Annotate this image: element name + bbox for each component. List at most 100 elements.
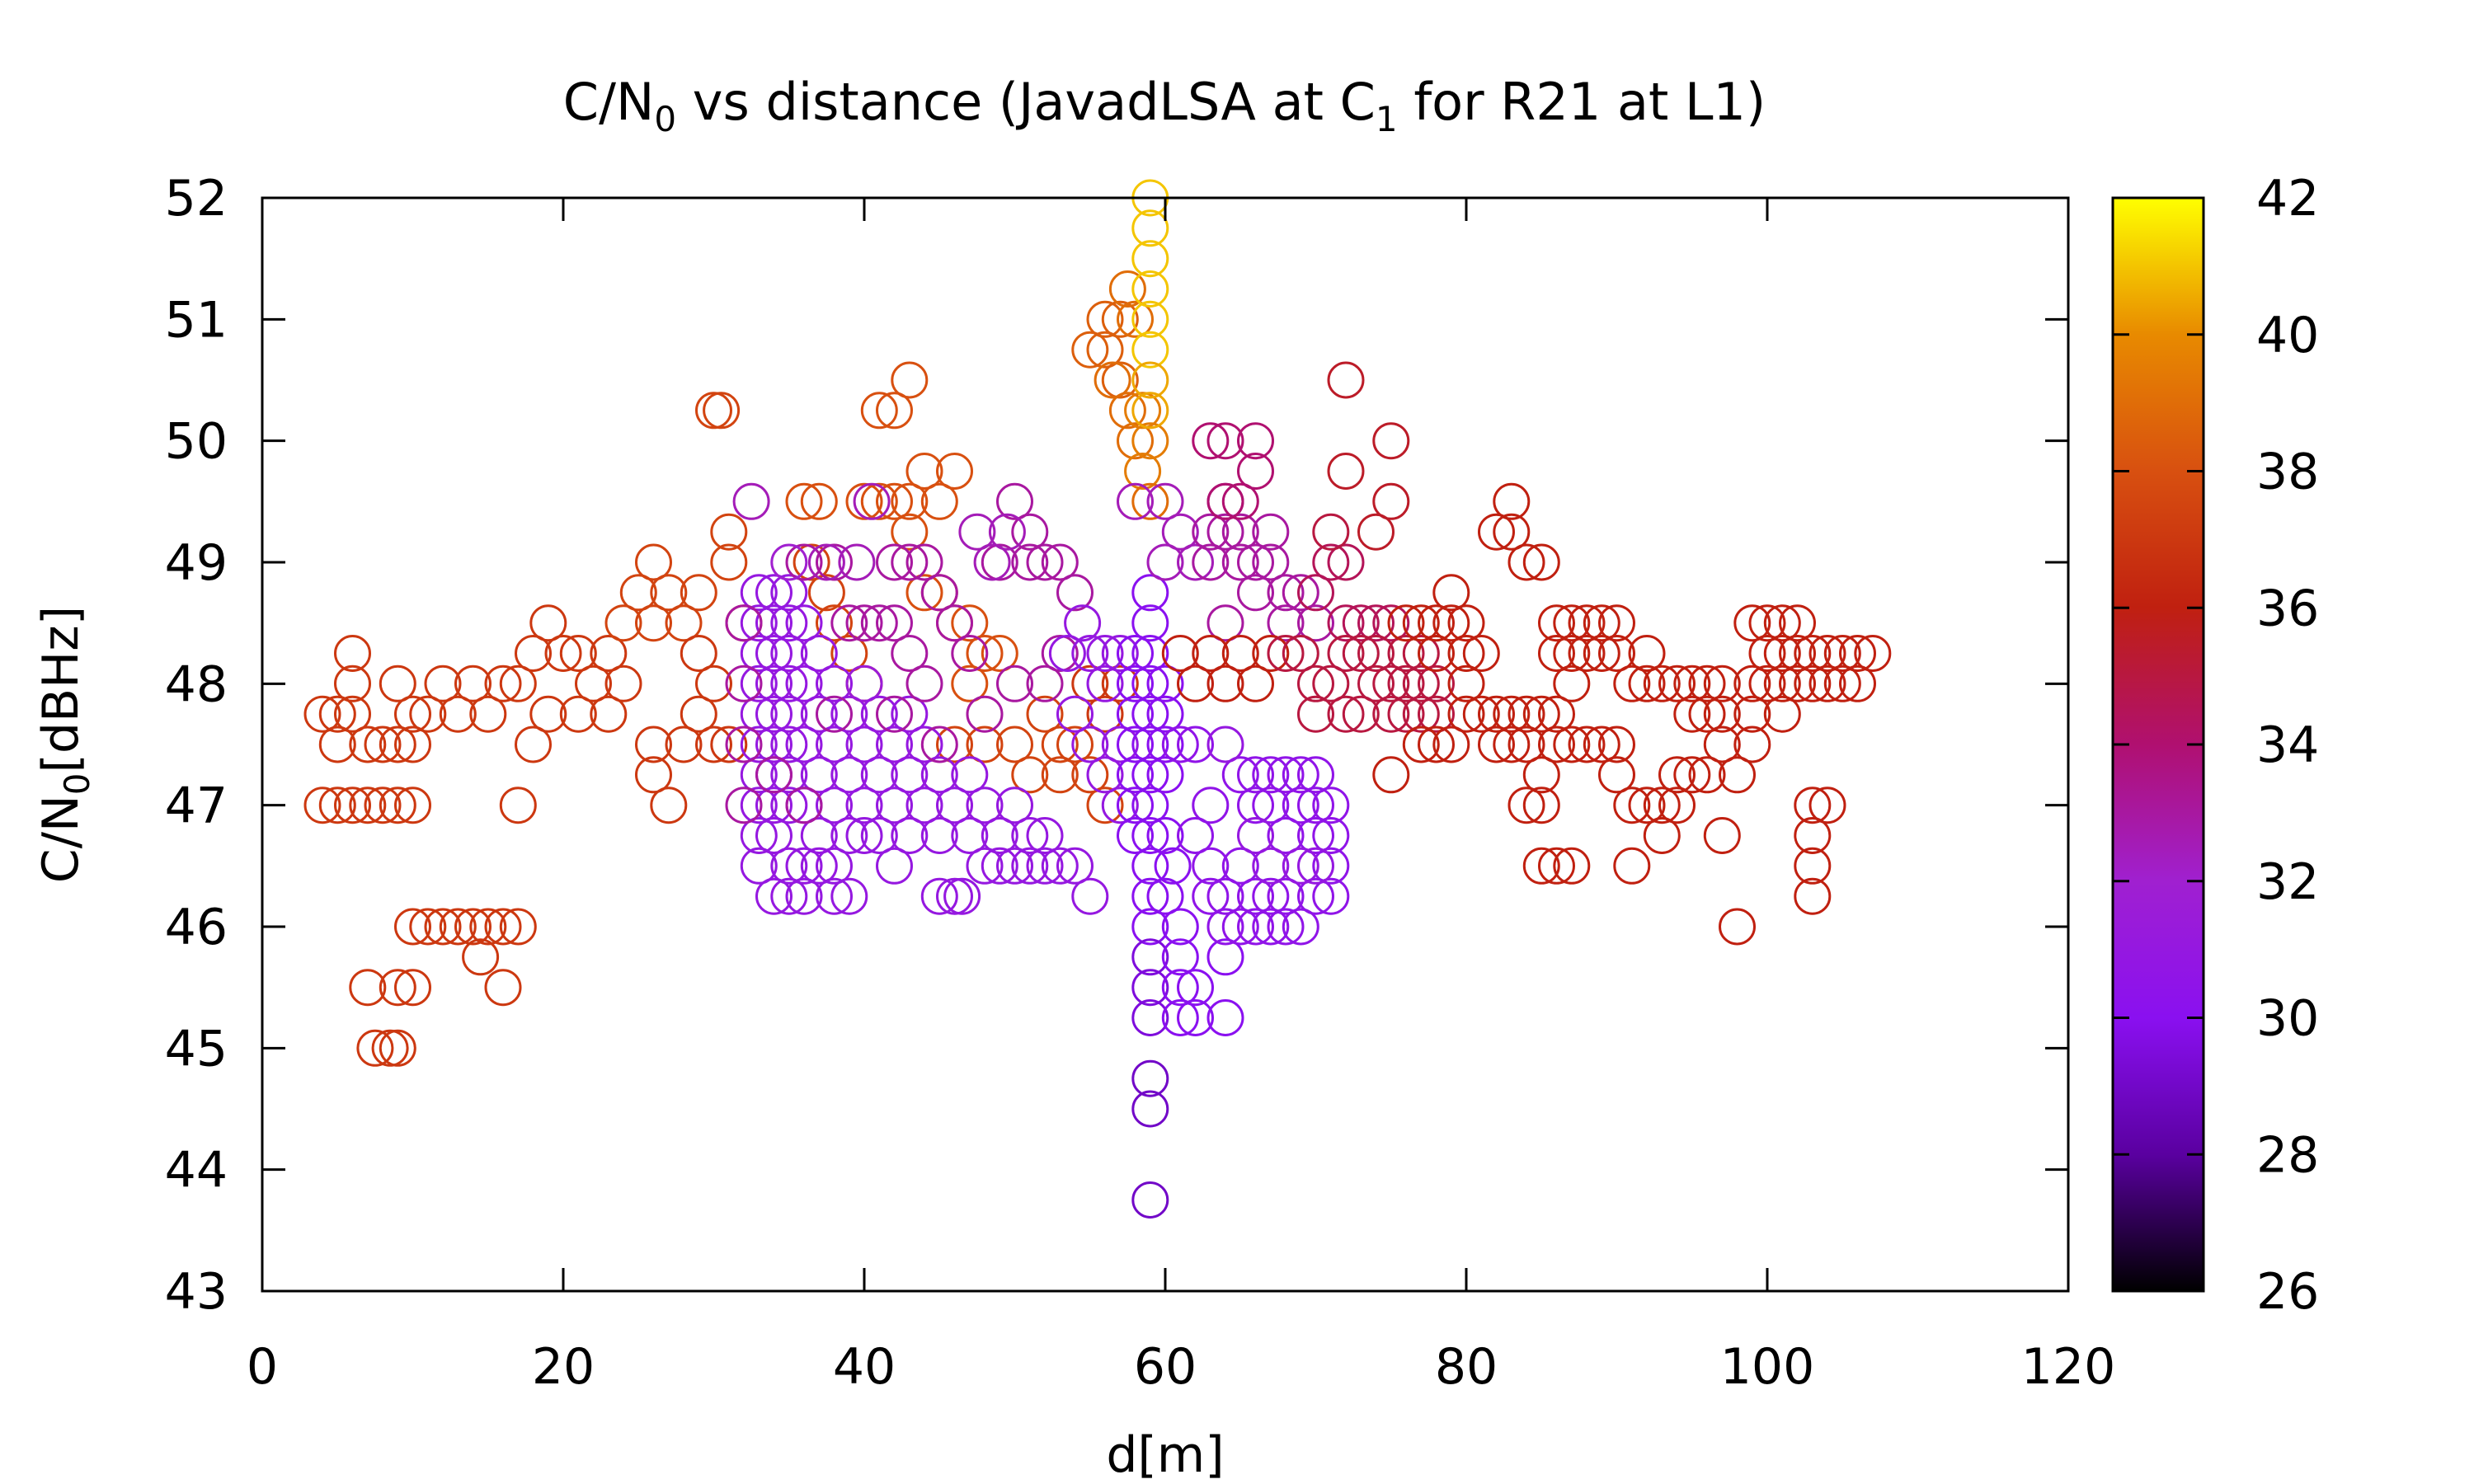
data-point [1131,877,1169,915]
data-point [973,543,1011,581]
data-point [1493,482,1531,520]
data-point [785,877,823,915]
data-point [1041,543,1079,581]
data-point [1342,695,1380,733]
data-point [966,695,1004,733]
data-point [785,847,823,885]
data-point [1553,847,1591,885]
x-axis: 0 20 40 60 80 100 120 [247,198,2115,1396]
data-point [891,543,929,581]
data-point [891,513,929,551]
data-point [725,726,763,763]
data-point [740,756,778,794]
data-point [1086,635,1124,672]
data-point [1418,726,1455,763]
data-point [1748,665,1786,702]
data-point [1643,817,1681,854]
data-point [1282,787,1319,824]
data-point [920,574,958,612]
data-point [1177,817,1214,854]
data-point [334,635,371,672]
data-point [816,665,853,702]
data-point [1372,422,1410,460]
data-point [349,969,387,1007]
data-point [1192,543,1230,581]
data-point [710,513,748,551]
data-point [499,665,537,702]
data-point [740,817,778,854]
data-point [958,513,996,551]
data-point [996,665,1033,702]
data-point [996,847,1033,885]
data-point [1041,726,1079,763]
data-point [1733,665,1771,702]
y-tick-label: 51 [165,291,228,349]
data-point [394,787,431,824]
data-point [1507,787,1545,824]
data-point [1117,726,1154,763]
data-point [1794,787,1832,824]
data-point [1282,908,1319,946]
data-point [1598,604,1635,642]
data-point [845,726,883,763]
data-point [860,817,898,854]
data-point [1146,695,1184,733]
data-point [1447,635,1485,672]
data-point [905,543,943,581]
data-point [1221,543,1259,581]
data-point [334,787,371,824]
data-point [1146,877,1184,915]
data-point [920,817,958,854]
data-point [936,604,973,642]
data-point [1056,695,1094,733]
data-point [755,695,793,733]
data-point [1206,877,1244,915]
data-point [1117,635,1154,672]
data-point [1462,695,1500,733]
data-point [1131,300,1169,338]
data-point [650,787,688,824]
data-point [1146,482,1184,520]
data-point [439,908,477,946]
data-point [1041,635,1079,672]
data-point [334,665,371,702]
data-point [1177,726,1214,763]
data-point [1101,635,1139,672]
data-point [710,726,748,763]
colorbar-axis: 26 28 30 32 34 36 38 40 42 [2113,170,2319,1321]
data-point [1432,574,1470,612]
data-point [1402,726,1440,763]
data-point [1161,908,1199,946]
data-point [1161,969,1199,1007]
data-point [1327,453,1365,490]
data-point [1131,999,1169,1036]
data-point [1131,604,1169,642]
data-point [1583,604,1620,642]
data-point [1131,847,1169,885]
data-point [936,726,973,763]
data-point [1131,361,1169,399]
data-point [1733,695,1771,733]
data-point [740,726,778,763]
data-point [996,482,1033,520]
data-point [1131,817,1169,854]
y-tick-label: 48 [165,655,228,713]
data-point [1538,726,1575,763]
data-point [1478,695,1515,733]
data-point [740,787,778,824]
data-point [1011,847,1049,885]
data-point [770,635,808,672]
data-point [1568,635,1606,672]
data-point [635,726,672,763]
data-point [920,482,958,520]
data-point [650,574,688,612]
data-point [1794,847,1832,885]
data-point [1026,695,1064,733]
data-point [1131,209,1169,247]
data-point [800,817,838,854]
data-point [905,665,943,702]
data-point [379,969,416,1007]
data-point [559,635,597,672]
data-point [1282,756,1319,794]
data-point [1658,756,1696,794]
